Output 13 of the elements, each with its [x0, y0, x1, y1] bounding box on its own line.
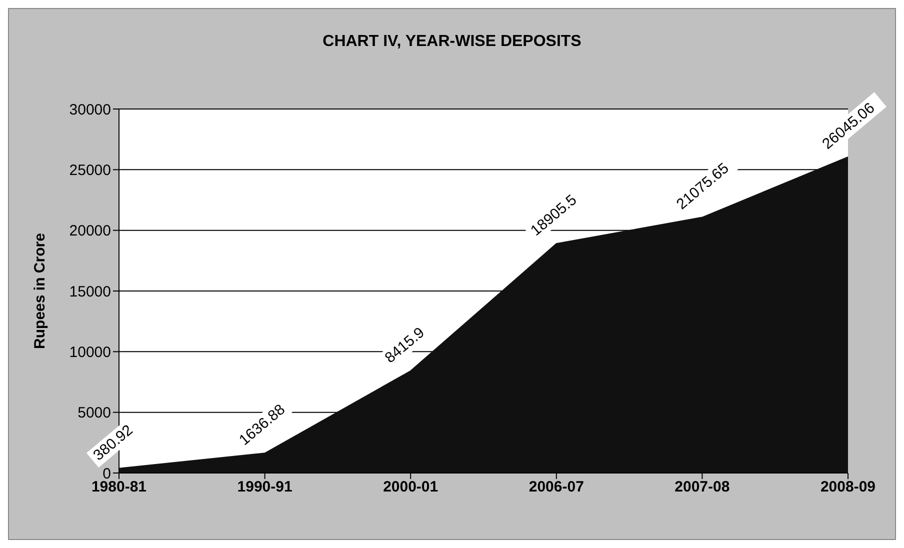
y-tick-label: 5000: [78, 404, 111, 422]
x-tick-label: 2000-01: [383, 478, 438, 496]
y-tick-label: 30000: [69, 101, 111, 118]
chart-title: CHART IV, YEAR-WISE DEPOSITS: [322, 33, 582, 51]
y-axis-title: Rupees in Crore: [31, 233, 48, 349]
x-tick-label: 1990-91: [237, 478, 292, 496]
y-tick-label: 25000: [69, 162, 111, 179]
x-tick-label: 2007-08: [674, 478, 730, 496]
x-tick-label: 2008-09: [820, 478, 876, 496]
x-tick-label: 2006-07: [528, 478, 584, 496]
y-tick-label: 10000: [69, 344, 111, 361]
y-tick-label: 15000: [69, 283, 111, 300]
y-tick-label: 20000: [69, 222, 111, 240]
